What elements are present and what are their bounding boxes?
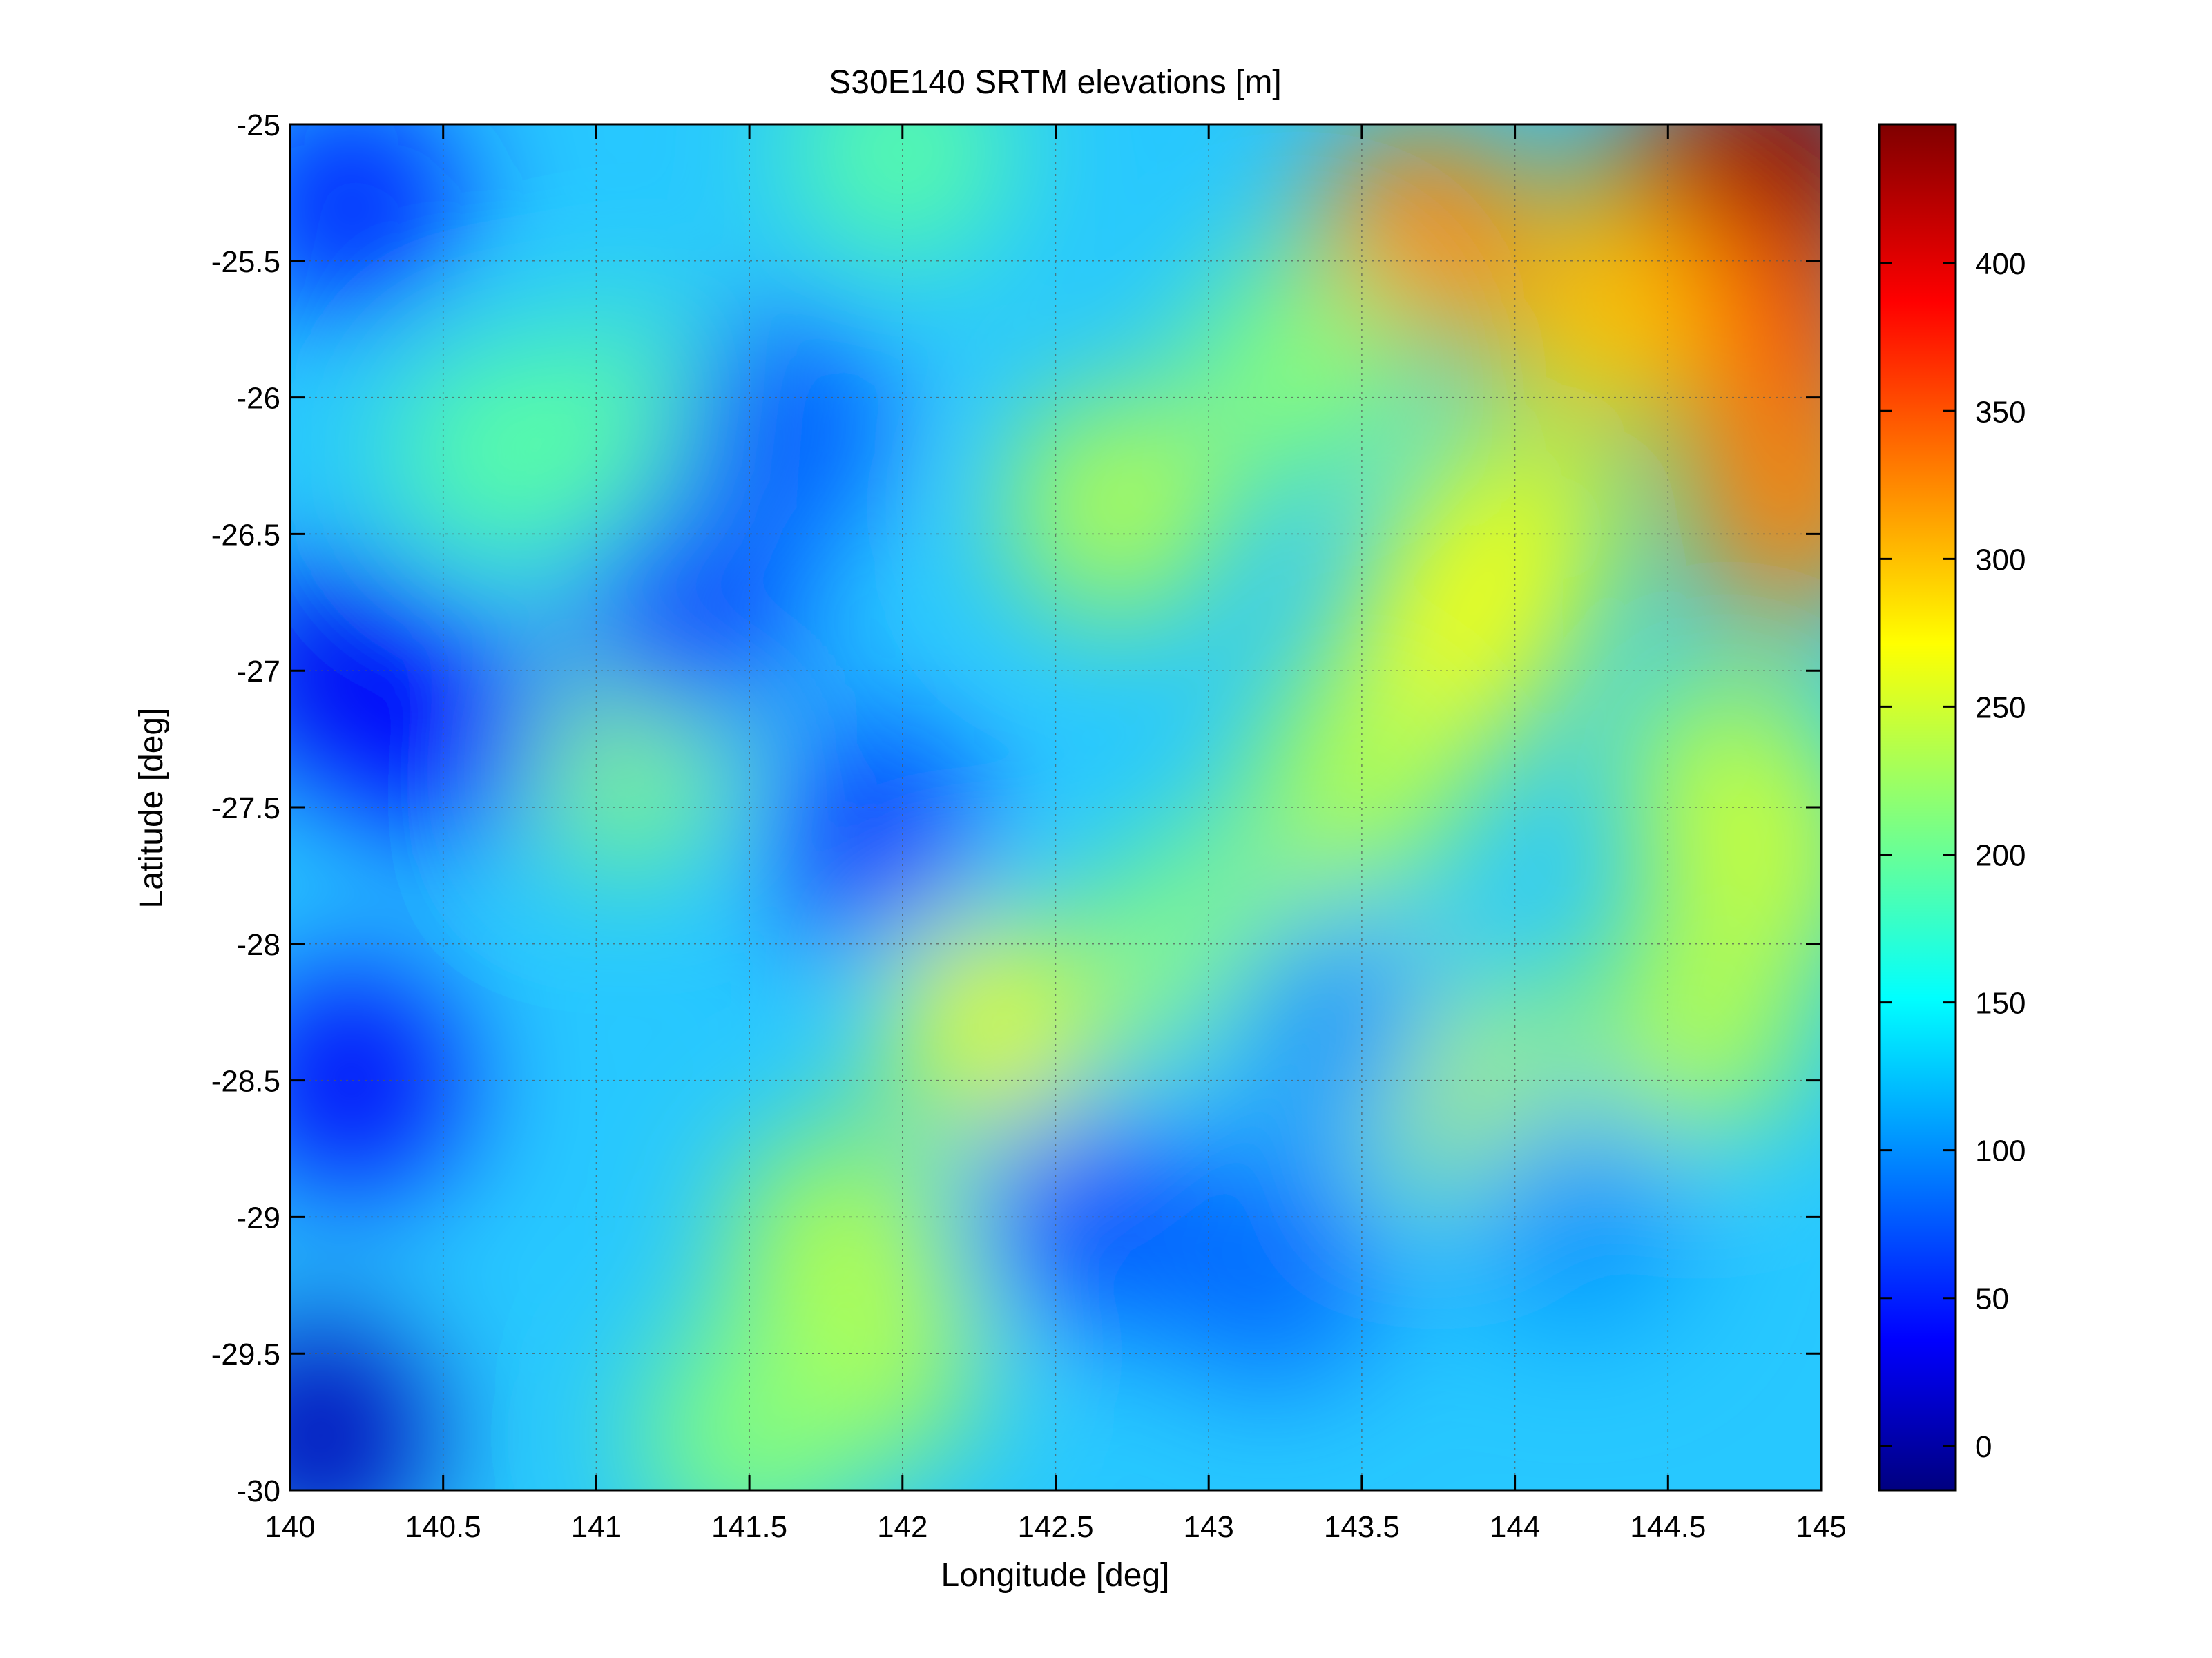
elevation-heatmap (290, 124, 1821, 1490)
x-axis: 140 140.5 141 141.5 142 142.5 143 143.5 144 144.5… (265, 124, 1847, 1544)
elevation-point (290, 1322, 430, 1490)
colorbar-tick-label: 100 (1975, 1135, 2026, 1168)
elevation-point (290, 124, 461, 320)
y-tick-label: -26 (236, 382, 280, 416)
plot-area (289, 123, 1823, 1492)
elevation-point (1681, 393, 1821, 621)
y-tick-label: -29 (236, 1201, 280, 1235)
x-tick-label: 143 (1183, 1510, 1233, 1544)
y-tick-label: -30 (236, 1474, 280, 1508)
y-tick-label: -26.5 (211, 518, 280, 552)
y-axis: -25 -25.5 -26 -26.5 -27 -27.5 -28 -28.5 -29 -29.5… (211, 108, 1821, 1508)
y-tick-label: -28.5 (211, 1065, 280, 1099)
colorbar-tick-label: 350 (1975, 395, 2026, 429)
x-tick-label: 144.5 (1630, 1510, 1706, 1544)
colorbar-tick-label: 250 (1975, 691, 2026, 724)
elevation-point (1222, 912, 1441, 1140)
x-tick-label: 142 (877, 1510, 927, 1544)
y-axis-label: Latitude [deg] (133, 708, 170, 909)
colorbar-tick-label: 0 (1975, 1430, 1992, 1464)
colorbar-ticks: 0 50 100 150 200 250 300 350 400 (1879, 247, 2026, 1464)
x-axis-label: Longitude [deg] (941, 1557, 1170, 1594)
colorbar-tick-label: 300 (1975, 543, 2026, 577)
x-tick-label: 145 (1796, 1510, 1846, 1544)
y-tick-label: -28 (236, 928, 280, 962)
elevation-point (1466, 1103, 1686, 1331)
colorbar-tick-label: 150 (1975, 987, 2026, 1021)
colorbar-gradient (1878, 123, 1957, 1492)
elevation-point (1589, 912, 1808, 1140)
elevation-point (1252, 666, 1472, 894)
x-tick-label: 143.5 (1324, 1510, 1400, 1544)
elevation-point (334, 611, 553, 840)
y-tick-label: -29.5 (211, 1338, 280, 1371)
y-tick-label: -27 (236, 655, 280, 688)
x-tick-label: 141 (571, 1510, 622, 1544)
y-tick-label: -25.5 (211, 245, 280, 279)
elevation-point (290, 966, 461, 1195)
elevation-field (290, 124, 1821, 1490)
grid (290, 124, 1821, 1490)
elevation-point (885, 912, 1104, 1140)
colorbar-tick-label: 400 (1975, 247, 2026, 281)
elevation-point (1497, 202, 1716, 430)
x-tick-label: 141.5 (711, 1510, 787, 1544)
elevation-point (762, 720, 981, 949)
x-tick-label: 142.5 (1017, 1510, 1093, 1544)
elevation-point (1160, 1157, 1380, 1386)
y-tick-label: -27.5 (211, 791, 280, 825)
colorbar-tick-label: 50 (1975, 1282, 2009, 1316)
elevation-point (1007, 393, 1227, 621)
elevation-point (671, 311, 889, 539)
colorbar-tick-label: 200 (1975, 839, 2026, 873)
elevation-point (579, 502, 798, 730)
x-tick-label: 144 (1490, 1510, 1540, 1544)
x-tick-label: 140.5 (405, 1510, 481, 1544)
colorbar: 0 50 100 150 200 250 300 350 400 (1878, 123, 2026, 1492)
elevation-point (1191, 256, 1410, 484)
elevation-point (793, 124, 1012, 266)
chart-title: S30E140 SRTM elevations [m] (829, 64, 1281, 101)
y-tick-label: -25 (236, 108, 280, 142)
x-tick-label: 140 (265, 1510, 315, 1544)
